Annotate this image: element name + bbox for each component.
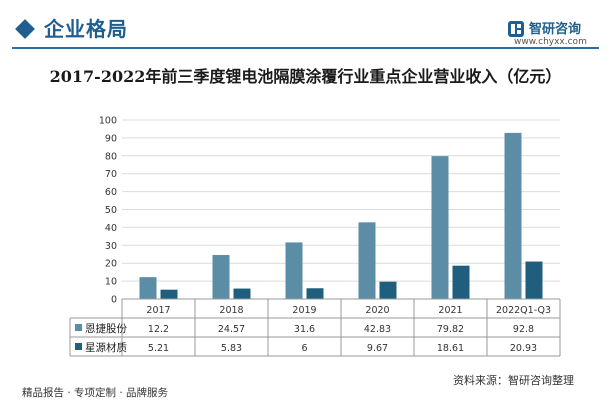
bar-a (139, 277, 157, 299)
bar-b (306, 288, 324, 299)
legend-swatch (75, 343, 82, 350)
brand-url: www.chyxx.com (514, 37, 587, 47)
data-label: 12.2 (148, 324, 169, 335)
footer-tagline: 精品报告 · 专项定制 · 品牌服务 (22, 387, 169, 399)
x-tick-label: 2019 (292, 305, 316, 316)
bar-b (233, 288, 251, 299)
y-tick-label: 40 (105, 223, 117, 234)
bar-b (525, 261, 543, 299)
data-label: 5.21 (148, 343, 169, 354)
data-source: 资料来源：智研咨询整理 (453, 374, 574, 387)
x-tick-label: 2020 (365, 305, 389, 316)
legend-swatch (75, 324, 82, 331)
y-tick-label: 0 (111, 295, 117, 306)
y-tick-label: 70 (105, 169, 117, 180)
legend-label: 恩捷股份 (85, 322, 127, 335)
brand-logo-icon (508, 21, 524, 37)
bar-a (358, 222, 376, 299)
x-tick-label: 2022Q1-Q3 (496, 305, 551, 316)
y-tick-label: 60 (105, 187, 117, 198)
y-tick-label: 80 (105, 151, 117, 162)
bar-a (212, 255, 230, 299)
y-tick-label: 10 (105, 277, 117, 288)
bar-a (504, 132, 522, 299)
data-label: 20.93 (510, 343, 537, 354)
brand-name: 智研咨询 (529, 22, 582, 37)
data-label: 9.67 (367, 343, 388, 354)
bar-b (452, 265, 470, 299)
data-label: 42.83 (364, 324, 391, 335)
bar-a (285, 242, 303, 299)
x-tick-label: 2017 (146, 305, 170, 316)
bar-b (160, 289, 178, 299)
bar-b (379, 281, 397, 299)
data-label: 5.83 (221, 343, 242, 354)
data-label: 24.57 (218, 324, 245, 335)
legend-label: 星源材质 (85, 341, 127, 354)
section-title: 企业格局 (44, 17, 128, 41)
y-tick-label: 20 (105, 259, 117, 270)
x-tick-label: 2021 (438, 305, 462, 316)
data-label: 92.8 (513, 324, 534, 335)
y-tick-label: 90 (105, 133, 117, 144)
chart-title: 2017-2022年前三季度锂电池隔膜涂覆行业重点企业营业收入（亿元） (49, 67, 562, 86)
data-label: 79.82 (437, 324, 464, 335)
data-label: 6 (301, 343, 307, 354)
y-tick-label: 30 (105, 241, 117, 252)
bar-a (431, 156, 449, 299)
y-tick-label: 100 (99, 116, 117, 127)
data-label: 31.6 (294, 324, 315, 335)
y-tick-label: 50 (105, 205, 117, 216)
data-label: 18.61 (437, 343, 464, 354)
header-divider (12, 47, 599, 49)
x-tick-label: 2018 (219, 305, 243, 316)
